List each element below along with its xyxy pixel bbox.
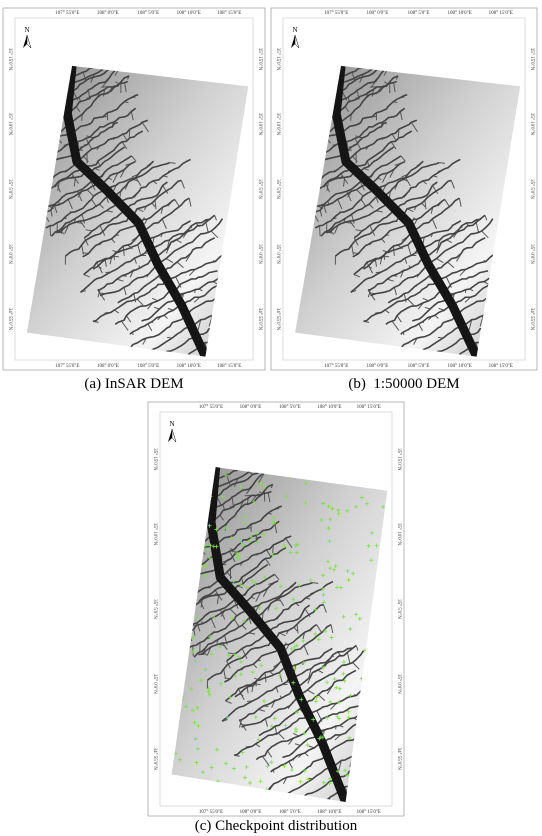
lon-label: 108° 0'0"E [240, 810, 262, 815]
lon-label: 108° 15'0"E [217, 364, 241, 369]
lat-label: 35° 10'0"N [257, 113, 262, 136]
lon-label: 108° 0'0"E [97, 364, 119, 369]
lon-label: 108° 10'0"E [177, 11, 201, 16]
lat-label: 35° 15'0"N [275, 48, 280, 71]
lon-label: 108° 0'0"E [240, 405, 262, 410]
north-label: N [292, 26, 297, 34]
tributary [320, 226, 321, 236]
lon-label: 108° 10'0"E [177, 364, 201, 369]
caption: (b) 1:50000 DEM [348, 376, 459, 392]
lon-label: 108° 15'0"E [489, 11, 513, 16]
lat-label: 35° 10'0"N [396, 523, 401, 546]
lat-label: 35° 10'0"N [529, 113, 534, 136]
map-panel: 107° 55'0"E 107° 55'0"E 108° 0'0"E 108° 0'0… [270, 8, 537, 391]
map-panel: 107° 55'0"E 107° 55'0"E 108° 0'0"E 108° 0'0… [145, 402, 404, 834]
lon-label: 108° 5'0"E [279, 810, 301, 815]
map-panel: 107° 55'0"E 107° 55'0"E 108° 0'0"E 108° 0'0… [1, 8, 265, 391]
lon-label: 107° 55'0"E [324, 11, 348, 16]
lon-label: 108° 0'0"E [97, 11, 119, 16]
lon-label: 107° 55'0"E [55, 11, 79, 16]
lat-label: 35° 15'0"N [396, 448, 401, 471]
lat-label: 35° 0'0"N [7, 244, 12, 264]
lon-label: 108° 10'0"E [317, 405, 341, 410]
lon-label: 107° 55'0"E [199, 405, 223, 410]
page: 107° 55'0"E 107° 55'0"E 108° 0'0"E 108° 0'0… [0, 0, 542, 836]
lat-label: 35° 5'0"N [257, 179, 262, 199]
lon-label: 107° 55'0"E [199, 810, 223, 815]
lat-label: 35° 0'0"N [275, 244, 280, 264]
lat-label: 34° 55'0"N [7, 308, 12, 331]
lon-label: 108° 15'0"E [217, 11, 241, 16]
lon-label: 108° 10'0"E [448, 364, 472, 369]
lon-label: 108° 5'0"E [408, 364, 430, 369]
lat-label: 35° 15'0"N [529, 48, 534, 71]
lat-label: 35° 10'0"N [275, 113, 280, 136]
north-label: N [169, 420, 174, 428]
lon-label: 108° 15'0"E [357, 405, 381, 410]
lat-label: 35° 10'0"N [7, 113, 12, 136]
lat-label: 35° 5'0"N [152, 599, 157, 619]
lat-label: 35° 5'0"N [529, 179, 534, 199]
lon-label: 108° 0'0"E [367, 11, 389, 16]
lon-label: 108° 0'0"E [367, 364, 389, 369]
lat-label: 34° 55'0"N [275, 308, 280, 331]
lon-label: 107° 55'0"E [324, 364, 348, 369]
lat-label: 35° 10'0"N [152, 523, 157, 546]
lat-label: 34° 55'0"N [396, 748, 401, 771]
lon-label: 108° 5'0"E [279, 405, 301, 410]
figure: 107° 55'0"E 107° 55'0"E 108° 0'0"E 108° 0'0… [0, 0, 542, 836]
lat-label: 34° 55'0"N [529, 308, 534, 331]
lon-label: 108° 5'0"E [137, 11, 159, 16]
lat-label: 35° 15'0"N [257, 48, 262, 71]
lat-label: 35° 0'0"N [396, 674, 401, 694]
lat-label: 35° 0'0"N [529, 244, 534, 264]
lon-label: 107° 55'0"E [55, 364, 79, 369]
lon-label: 108° 10'0"E [448, 11, 472, 16]
lat-label: 35° 0'0"N [152, 674, 157, 694]
lat-label: 35° 15'0"N [7, 48, 12, 71]
lon-label: 108° 10'0"E [317, 810, 341, 815]
lat-label: 34° 55'0"N [257, 308, 262, 331]
caption: (c) Checkpoint distribution [195, 818, 358, 834]
lat-label: 34° 55'0"N [152, 748, 157, 771]
lon-label: 108° 15'0"E [357, 810, 381, 815]
lat-label: 35° 0'0"N [257, 244, 262, 264]
lat-label: 35° 15'0"N [152, 448, 157, 471]
caption: (a) InSAR DEM [84, 376, 183, 392]
lon-label: 108° 5'0"E [137, 364, 159, 369]
tributary [50, 226, 51, 236]
lat-label: 35° 5'0"N [396, 599, 401, 619]
lon-label: 108° 5'0"E [408, 11, 430, 16]
north-label: N [24, 26, 29, 34]
lon-label: 108° 15'0"E [489, 364, 513, 369]
lat-label: 35° 5'0"N [275, 179, 280, 199]
lat-label: 35° 5'0"N [7, 179, 12, 199]
